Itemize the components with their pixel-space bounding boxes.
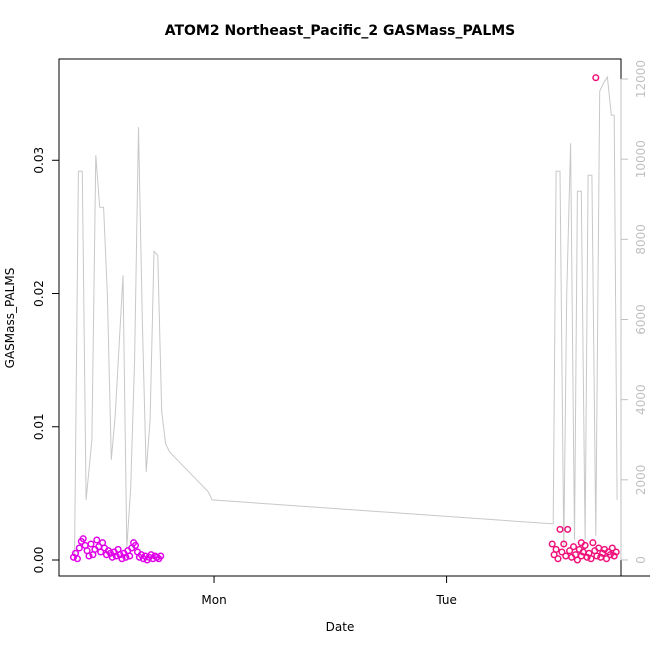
chart-title: ATOM2 Northeast_Pacific_2 GASMass_PALMS (165, 23, 516, 39)
data-point (587, 555, 595, 563)
data-point (93, 536, 101, 544)
y-axis-right-tick-label: 2000 (634, 465, 648, 496)
data-point (157, 552, 165, 560)
data-point (79, 535, 87, 543)
y-axis-right-tick-label: 0 (634, 556, 648, 564)
x-axis-label: Date (326, 620, 355, 634)
y-axis-left-tick-label: 0.00 (32, 547, 46, 574)
data-point (558, 548, 566, 556)
data-point (554, 555, 562, 563)
y-axis-left-tick-label: 0.01 (32, 413, 46, 440)
data-point (126, 552, 134, 560)
data-point (606, 551, 614, 559)
x-axis: MonTueWed (201, 575, 650, 607)
data-point (589, 539, 597, 547)
y-axis-right-tick-label: 12000 (634, 60, 648, 98)
data-point (75, 544, 83, 552)
data-point (85, 552, 93, 560)
y-axis-right-tick-label: 4000 (634, 384, 648, 415)
y-axis-right-tick-label: 6000 (634, 304, 648, 335)
data-point (592, 74, 600, 82)
series-line (74, 75, 618, 561)
y-axis-left: 0.00 0.01 0.02 0.03 (32, 147, 60, 574)
data-point (97, 548, 105, 556)
y-axis-right-tick-label: 8000 (634, 224, 648, 255)
series-points-group (69, 74, 620, 564)
data-point (593, 552, 601, 560)
data-point (566, 547, 574, 555)
data-point (562, 552, 570, 560)
series-line-group (74, 75, 618, 561)
data-point (577, 539, 585, 547)
data-point (569, 543, 578, 551)
y-axis-right: 0 2000 4000 6000 8000 10000 12000 (620, 60, 648, 564)
y-axis-left-tick-label: 0.02 (32, 280, 46, 307)
data-point (73, 555, 81, 563)
data-point (552, 545, 560, 553)
plot-area-frame (58, 58, 622, 577)
data-point (573, 556, 581, 564)
data-point (602, 555, 611, 563)
y-axis-label: GASMass_PALMS (3, 268, 17, 369)
data-point (112, 552, 120, 560)
data-point (608, 544, 616, 552)
x-axis-tick-label: Tue (435, 593, 457, 607)
data-point (122, 553, 130, 561)
data-point (548, 540, 556, 548)
y-axis-left-tick-label: 0.03 (32, 147, 46, 174)
data-point (87, 540, 95, 548)
data-point (556, 525, 564, 533)
x-axis-tick-label: Mon (201, 593, 226, 607)
y-axis-right-tick-label: 10000 (634, 140, 648, 178)
data-point (560, 540, 568, 548)
data-point (564, 525, 572, 533)
data-point (131, 541, 140, 549)
data-point (612, 548, 620, 556)
